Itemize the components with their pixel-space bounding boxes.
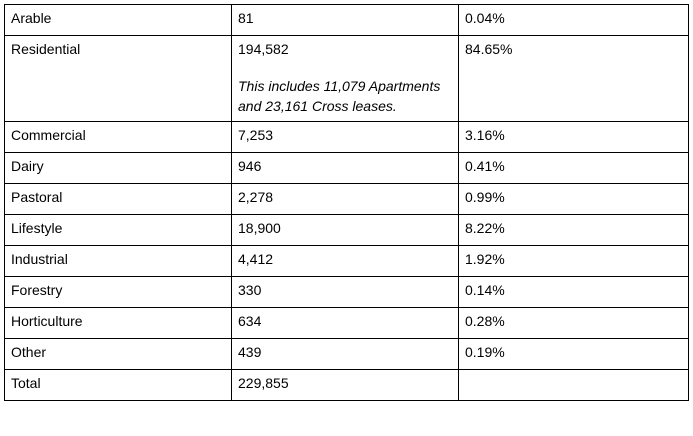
category-cell: Horticulture xyxy=(4,307,232,339)
percent-cell: 0.04% xyxy=(458,4,689,36)
category-cell: Total xyxy=(4,369,232,401)
category-cell: Residential xyxy=(4,35,232,122)
land-use-table: Arable 81 0.04% Residential 194,582 This… xyxy=(4,4,689,401)
count-cell: 439 xyxy=(231,338,459,370)
count-cell: 2,278 xyxy=(231,183,459,215)
percent-cell: 0.41% xyxy=(458,152,689,184)
total-row: Total 229,855 xyxy=(4,369,689,401)
percent-cell: 8.22% xyxy=(458,214,689,246)
count-cell: 7,253 xyxy=(231,121,459,153)
percent-cell: 84.65% xyxy=(458,35,689,122)
count-cell: 946 xyxy=(231,152,459,184)
table-row: Lifestyle 18,900 8.22% xyxy=(4,214,689,246)
category-cell: Dairy xyxy=(4,152,232,184)
percent-cell: 3.16% xyxy=(458,121,689,153)
percent-cell xyxy=(458,369,689,401)
count-cell: 330 xyxy=(231,276,459,308)
category-cell: Forestry xyxy=(4,276,232,308)
count-cell: 81 xyxy=(231,4,459,36)
table-row: Forestry 330 0.14% xyxy=(4,276,689,308)
count-cell: 18,900 xyxy=(231,214,459,246)
table-row: Residential 194,582 This includes 11,079… xyxy=(4,35,689,122)
count-cell: 229,855 xyxy=(231,369,459,401)
table-body: Arable 81 0.04% Residential 194,582 This… xyxy=(4,4,689,401)
table-row: Commercial 7,253 3.16% xyxy=(4,121,689,153)
category-cell: Arable xyxy=(4,4,232,36)
table-row: Horticulture 634 0.28% xyxy=(4,307,689,339)
count-cell: 634 xyxy=(231,307,459,339)
percent-cell: 0.14% xyxy=(458,276,689,308)
count-cell: 4,412 xyxy=(231,245,459,277)
category-cell: Industrial xyxy=(4,245,232,277)
percent-cell: 0.99% xyxy=(458,183,689,215)
count-value: 194,582 xyxy=(238,41,289,57)
percent-cell: 0.19% xyxy=(458,338,689,370)
table-row: Other 439 0.19% xyxy=(4,338,689,370)
table-row: Dairy 946 0.41% xyxy=(4,152,689,184)
table-row: Arable 81 0.04% xyxy=(4,4,689,36)
count-cell: 194,582 This includes 11,079 Apartments … xyxy=(231,35,459,122)
table-row: Pastoral 2,278 0.99% xyxy=(4,183,689,215)
category-cell: Commercial xyxy=(4,121,232,153)
category-cell: Other xyxy=(4,338,232,370)
residential-note: This includes 11,079 Apartments and 23,1… xyxy=(238,78,441,114)
percent-cell: 0.28% xyxy=(458,307,689,339)
table-row: Industrial 4,412 1.92% xyxy=(4,245,689,277)
category-cell: Pastoral xyxy=(4,183,232,215)
percent-cell: 1.92% xyxy=(458,245,689,277)
category-cell: Lifestyle xyxy=(4,214,232,246)
